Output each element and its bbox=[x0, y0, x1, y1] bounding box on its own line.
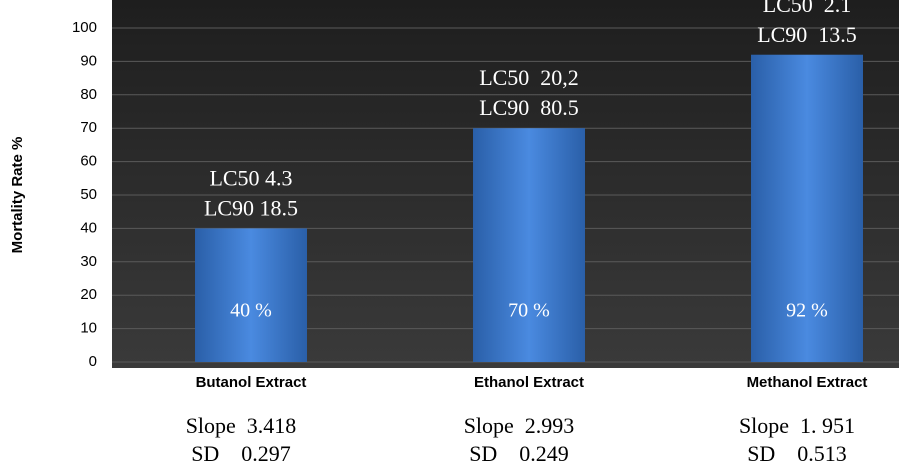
y-tick-label: 100 bbox=[72, 19, 97, 36]
lc-annotation: LC50 4.3 bbox=[209, 165, 292, 190]
y-tick-label: 70 bbox=[80, 119, 97, 136]
bar bbox=[473, 128, 585, 362]
lc-annotation: LC50 2.1 bbox=[763, 0, 852, 17]
y-tick-label: 90 bbox=[80, 52, 97, 69]
stat-annotation: SD 0.297 bbox=[191, 441, 291, 466]
y-tick-label: 60 bbox=[80, 153, 97, 170]
y-tick-label: 30 bbox=[80, 253, 97, 270]
x-tick-label: Methanol Extract bbox=[747, 374, 868, 391]
y-tick-label: 80 bbox=[80, 86, 97, 103]
y-tick-label: 0 bbox=[89, 353, 97, 370]
stat-annotation: Slope 2.993 bbox=[464, 413, 575, 438]
y-tick-label: 20 bbox=[80, 286, 97, 303]
y-axis-label: Mortality Rate % bbox=[9, 137, 26, 254]
stat-annotation: SD 0.249 bbox=[469, 441, 569, 466]
stat-annotation: Slope 3.418 bbox=[186, 413, 297, 438]
x-tick-label: Butanol Extract bbox=[196, 374, 307, 391]
lc-annotation: LC90 13.5 bbox=[757, 22, 857, 47]
lc-annotation: LC90 18.5 bbox=[204, 195, 298, 220]
y-tick-label: 10 bbox=[80, 320, 97, 337]
value-label: 40 % bbox=[230, 300, 272, 322]
stat-annotation: Slope 1. 951 bbox=[739, 413, 855, 438]
x-tick-label: Ethanol Extract bbox=[474, 374, 584, 391]
lc-annotation: LC90 80.5 bbox=[479, 95, 579, 120]
value-label: 70 % bbox=[508, 300, 550, 322]
stat-annotation: SD 0.513 bbox=[747, 441, 847, 466]
bar bbox=[195, 228, 307, 362]
y-tick-label: 40 bbox=[80, 219, 97, 236]
bar bbox=[751, 54, 863, 362]
lc-annotation: LC50 20,2 bbox=[479, 65, 579, 90]
value-label: 92 % bbox=[786, 300, 828, 322]
y-tick-label: 50 bbox=[80, 186, 97, 203]
